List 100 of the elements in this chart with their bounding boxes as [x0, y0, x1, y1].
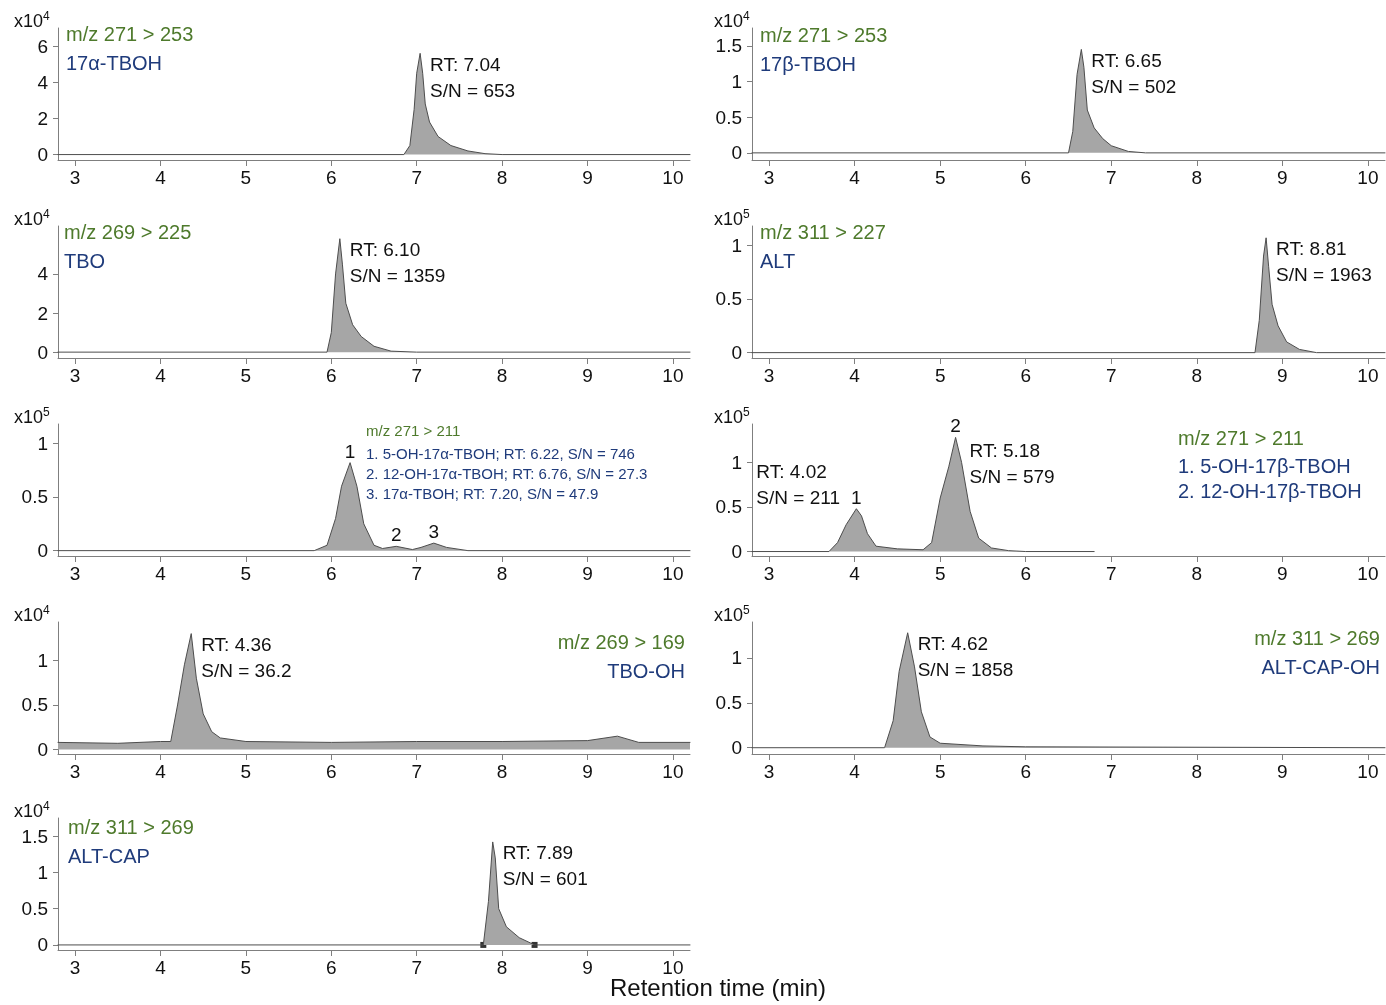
- annotation: 3: [428, 521, 440, 543]
- x-tick-label: 4: [155, 957, 167, 978]
- x-tick-label: 8: [1191, 761, 1203, 782]
- annotation: RT: 5.18 S/N = 579: [969, 439, 1055, 487]
- text: 17α-TBOH: [66, 52, 163, 74]
- x-tick-label: 7: [411, 167, 422, 188]
- y-tick-label: 0: [731, 342, 742, 364]
- y-tick-label: 2: [37, 107, 48, 129]
- x-tick-label: 4: [849, 365, 861, 386]
- x-tick-label: 4: [155, 167, 167, 188]
- x-tick-label: 5: [934, 563, 946, 584]
- chart-title: m/z 271 > 211: [366, 422, 461, 439]
- x-tick-label: 7: [1105, 761, 1117, 782]
- x-tick-label: 8: [496, 167, 508, 188]
- text: 17β-TBOH: [760, 53, 856, 75]
- y-tick-label: 0: [37, 540, 48, 562]
- y-tick-label: 0: [731, 541, 742, 563]
- y-tick-label: 2: [37, 302, 48, 324]
- annotation: RT: 6.10 S/N = 1359: [349, 239, 446, 287]
- y-tick-label: 0.5: [715, 496, 742, 518]
- x-tick-label: 6: [1020, 167, 1032, 188]
- y-tick-label: 0.5: [21, 694, 48, 716]
- y-tick-label: 4: [37, 71, 49, 93]
- x-tick-label: 9: [1277, 761, 1288, 782]
- annotation: 2: [390, 524, 402, 546]
- annotation: RT: 7.89 S/N = 601: [502, 842, 588, 890]
- chart-title: m/z 311 > 269: [68, 816, 194, 838]
- y-tick-label: 0: [37, 144, 48, 166]
- y-tick-label: 0: [37, 341, 48, 363]
- x-tick-label: 3: [763, 563, 775, 584]
- x-tick-label: 8: [496, 563, 508, 584]
- y-tick-label: 1: [37, 432, 48, 454]
- y-tick-label: 1.5: [715, 35, 742, 57]
- x-tick-label: 6: [1020, 761, 1032, 782]
- x-tick-label: 5: [934, 167, 946, 188]
- y-tick-label: 0: [731, 737, 742, 759]
- x-tick-label: 5: [240, 761, 252, 782]
- x-tick-label: 9: [582, 365, 593, 386]
- y-tick-label: 1: [731, 451, 742, 473]
- x-tick-label: 8: [1191, 365, 1203, 386]
- y-tick-label: 6: [37, 35, 48, 57]
- x-tick-label: 10: [1357, 167, 1379, 188]
- x-tick-label: 7: [1105, 365, 1117, 386]
- text: 1. 5-OH-17α-TBOH; RT: 6.22, S/N = 746 2. 12-OH-17α-TBOH; RT: 6.76, S/N = 27.3 3. 17α-TBOH; RT: 7.20, S/N = 47.9: [366, 444, 648, 502]
- y-tick-label: 1.5: [21, 825, 48, 847]
- y-tick-label: 1: [37, 861, 48, 883]
- x-tick-label: 6: [326, 761, 337, 782]
- annotation: 1: [344, 440, 356, 462]
- annotation: RT: 8.81 S/N = 1963: [1276, 238, 1372, 286]
- text: ALT-CAP: [68, 845, 150, 867]
- x-tick-label: 8: [1191, 167, 1203, 188]
- x-tick-label: 4: [155, 761, 167, 782]
- chart-title: m/z 269 > 169: [557, 631, 685, 653]
- x-tick-label: 5: [240, 957, 252, 978]
- x-tick-label: 4: [155, 365, 167, 386]
- chart-title: m/z 269 > 225: [64, 221, 192, 243]
- y-tick-label: 0.5: [715, 288, 742, 310]
- x-tick-label: 7: [1105, 563, 1117, 584]
- x-tick-label: 6: [326, 365, 337, 386]
- annotation: RT: 7.04 S/N = 653: [430, 53, 516, 101]
- y-tick-label: 1: [731, 234, 742, 256]
- y-tick-label: 1: [37, 649, 48, 671]
- x-tick-label: 6: [1020, 365, 1032, 386]
- x-tick-label: 4: [849, 167, 861, 188]
- x-tick-label: 10: [662, 365, 684, 386]
- x-tick-label: 3: [69, 563, 81, 584]
- x-tick-label: 6: [1020, 563, 1032, 584]
- x-tick-label: 3: [69, 365, 81, 386]
- chart-title: m/z 271 > 211: [1178, 427, 1304, 449]
- x-tick-label: 3: [69, 761, 81, 782]
- y-tick-label: 0: [37, 934, 48, 956]
- x-tick-label: 6: [326, 957, 337, 978]
- x-tick-label: 9: [582, 167, 593, 188]
- x-tick-label: 10: [1357, 365, 1379, 386]
- chart-title: m/z 271 > 253: [760, 24, 888, 46]
- x-tick-label: 5: [934, 761, 946, 782]
- text: 1. 5-OH-17β-TBOH 2. 12-OH-17β-TBOH: [1178, 454, 1362, 502]
- annotation: RT: 4.62 S/N = 1858: [917, 633, 1014, 681]
- x-tick-label: 8: [1191, 563, 1203, 584]
- x-tick-label: 8: [496, 957, 508, 978]
- text: TBO: [64, 250, 106, 272]
- x-tick-label: 7: [411, 957, 422, 978]
- x-tick-label: 7: [411, 563, 422, 584]
- y-tick-label: 0: [731, 142, 742, 164]
- x-tick-label: 5: [934, 365, 946, 386]
- x-tick-label: 8: [496, 365, 508, 386]
- x-tick-label: 5: [240, 365, 252, 386]
- x-tick-label: 10: [662, 563, 684, 584]
- x-tick-label: 9: [1277, 365, 1288, 386]
- x-tick-label: 9: [582, 563, 593, 584]
- x-tick-label: 7: [411, 365, 422, 386]
- chart-title: m/z 311 > 227: [760, 221, 886, 243]
- x-tick-label: 5: [240, 563, 252, 584]
- x-tick-label: 10: [1357, 563, 1379, 584]
- x-tick-label: 10: [1357, 761, 1379, 782]
- x-tick-label: 3: [763, 761, 775, 782]
- x-tick-label: 3: [763, 365, 775, 386]
- chart-title: m/z 271 > 253: [66, 23, 194, 45]
- y-tick-label: 0: [37, 739, 48, 761]
- y-tick-label: 0.5: [21, 898, 48, 920]
